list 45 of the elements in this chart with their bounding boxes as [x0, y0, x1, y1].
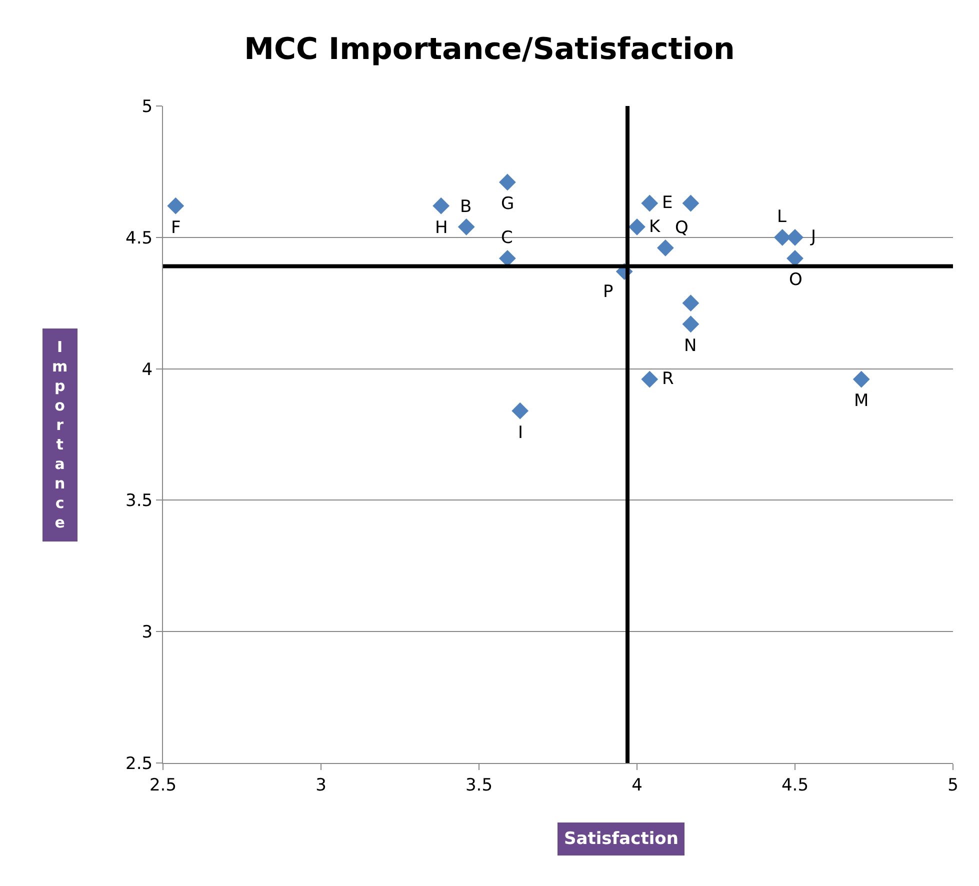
- annotation: N: [684, 336, 697, 356]
- point: [628, 218, 646, 236]
- annotation: B: [460, 197, 472, 217]
- point: [458, 218, 475, 236]
- point: [641, 194, 658, 212]
- annotation: K: [649, 217, 661, 237]
- point: [167, 197, 184, 214]
- annotation: F: [171, 218, 181, 238]
- point: [852, 370, 870, 388]
- y-tick-label: 5: [142, 96, 153, 117]
- annotation: P: [603, 282, 614, 302]
- annotation: L: [777, 207, 787, 227]
- x-tick-label: 5: [948, 775, 958, 796]
- annotation: R: [662, 369, 674, 389]
- point: [774, 228, 791, 246]
- point: [682, 194, 700, 212]
- x-axis-title: Satisfaction: [564, 829, 678, 849]
- y-tick-label: 2.5: [126, 754, 153, 774]
- annotation: M: [854, 391, 869, 411]
- annotation: J: [810, 227, 816, 247]
- annotation: G: [501, 194, 514, 214]
- annotation: O: [789, 270, 802, 290]
- x-tick-label: 3: [316, 775, 326, 796]
- annotation: H: [435, 218, 448, 238]
- point: [682, 294, 700, 312]
- y-tick-label: 3.5: [126, 491, 153, 512]
- point: [786, 228, 804, 246]
- annotation: Q: [675, 218, 688, 238]
- point: [641, 370, 658, 388]
- chart-title: MCC Importance/Satisfaction: [244, 32, 735, 68]
- x-tick-label: 4: [632, 775, 642, 796]
- point: [512, 402, 529, 420]
- point: [432, 197, 450, 214]
- point: [682, 316, 700, 333]
- annotation: E: [662, 193, 673, 213]
- point: [656, 239, 674, 256]
- y-tick-label: 3: [142, 622, 153, 643]
- y-tick-label: 4: [142, 360, 153, 380]
- annotation: C: [501, 228, 513, 248]
- annotation: I: [518, 423, 524, 443]
- x-tick-label: 4.5: [781, 775, 809, 796]
- text: Importance: [52, 338, 68, 532]
- x-tick-label: 3.5: [465, 775, 493, 796]
- y-tick-label: 4.5: [126, 228, 153, 248]
- point: [498, 174, 516, 191]
